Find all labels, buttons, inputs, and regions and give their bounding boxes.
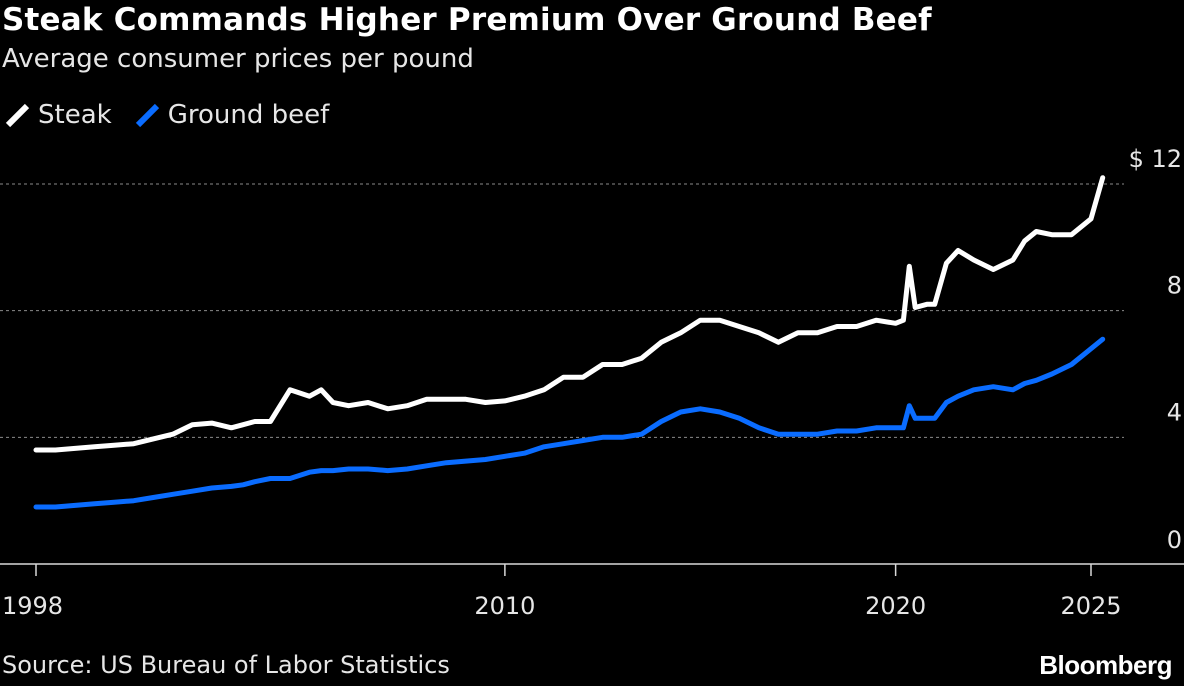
- legend-label-steak: Steak: [38, 100, 112, 130]
- x-tick-label-2025: 2025: [1060, 592, 1121, 620]
- legend: Steak Ground beef: [4, 100, 351, 130]
- x-tick-label-1998: 1998: [2, 592, 63, 620]
- brand-logo: Bloomberg: [1039, 650, 1172, 680]
- legend-item-ground-beef: Ground beef: [134, 100, 330, 130]
- series-line-ground-beef: [33, 336, 1106, 510]
- legend-swatch-steak: [5, 103, 30, 128]
- chart-subtitle: Average consumer prices per pound: [2, 44, 474, 74]
- y-tick-label-12: $ 12: [1129, 145, 1182, 173]
- series-line-steak: [33, 175, 1106, 453]
- x-tick-label-2010: 2010: [474, 592, 535, 620]
- y-tick-label-8: 8: [1167, 272, 1182, 300]
- legend-swatch-ground-beef: [135, 103, 159, 128]
- source-note: Source: US Bureau of Labor Statistics: [2, 651, 450, 679]
- y-tick-label-0: 0: [1167, 526, 1182, 554]
- x-tick-label-2020: 2020: [865, 592, 926, 620]
- legend-item-steak: Steak: [4, 100, 112, 130]
- chart-title: Steak Commands Higher Premium Over Groun…: [2, 2, 932, 38]
- y-tick-label-4: 4: [1167, 398, 1182, 426]
- legend-label-ground-beef: Ground beef: [167, 100, 330, 130]
